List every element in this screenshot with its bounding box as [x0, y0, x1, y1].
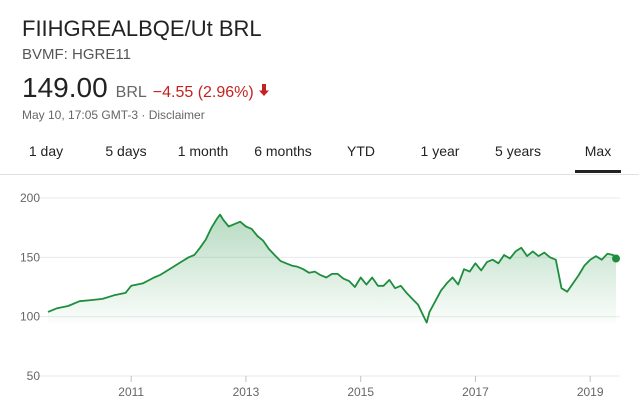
- price-row: 149.00 BRL −4.55 (2.96%): [22, 72, 270, 104]
- arrow-down-icon: [258, 84, 269, 96]
- stock-title: FIIHGREALBQE/Ut BRL: [22, 16, 262, 41]
- tab-1-month[interactable]: 1 month: [177, 143, 229, 159]
- tab-max[interactable]: Max: [575, 140, 621, 173]
- tab-6-months[interactable]: 6 months: [254, 143, 312, 159]
- last-price-dot: [612, 254, 620, 263]
- tab-5-days[interactable]: 5 days: [105, 143, 147, 159]
- chart-svg[interactable]: 50 100 150 200 2011 2013 2015 2017 2019: [0, 178, 639, 408]
- current-price: 149.00: [22, 72, 108, 103]
- tab-1-year[interactable]: 1 year: [420, 143, 460, 159]
- timestamp-disclaimer: May 10, 17:05 GMT-3 · Disclaimer: [22, 108, 205, 122]
- tab-5-years[interactable]: 5 years: [495, 143, 541, 159]
- y-tick-label-200: 200: [20, 191, 40, 205]
- price-change: −4.55 (2.96%): [152, 84, 254, 101]
- price-area-fill: [48, 214, 616, 323]
- price-chart[interactable]: 50 100 150 200 2011 2013 2015 2017 2019: [0, 178, 639, 408]
- tab-1-day[interactable]: 1 day: [28, 143, 64, 159]
- tab-ytd[interactable]: YTD: [347, 143, 375, 159]
- x-tick-label-2019: 2019: [577, 385, 604, 399]
- exchange-ticker: BVMF: HGRE11: [22, 46, 131, 63]
- x-tick-label-2013: 2013: [233, 385, 260, 399]
- price-line: [47, 213, 617, 324]
- y-tick-label-50: 50: [27, 369, 41, 383]
- y-tick-label-100: 100: [20, 310, 40, 324]
- y-tick-label-150: 150: [20, 250, 40, 264]
- x-tick-label-2011: 2011: [118, 385, 144, 399]
- time-range-tabs: 1 day 5 days 1 month 6 months YTD 1 year…: [0, 140, 639, 175]
- x-tick-label-2015: 2015: [347, 385, 374, 399]
- x-tick-label-2017: 2017: [462, 385, 489, 399]
- currency-label: BRL: [115, 84, 147, 101]
